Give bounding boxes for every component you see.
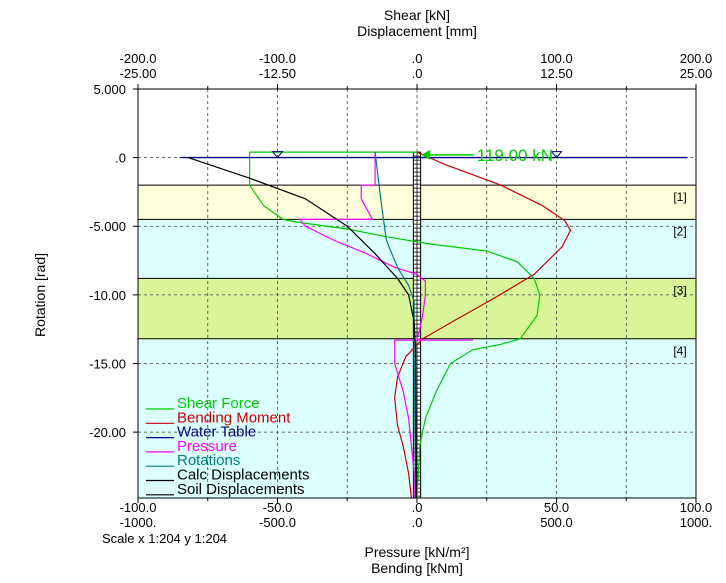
series-line-rotations <box>374 152 417 499</box>
soil-layer-label: [2] <box>673 224 686 238</box>
top-tick-label-displacement: .0 <box>412 66 423 81</box>
soil-layer-label: [1] <box>673 190 686 204</box>
y-tick-label: -10.00 <box>89 288 126 303</box>
top-tick-label-shear: .0 <box>412 51 423 66</box>
legend-entry-label: Soil Displacements <box>177 481 305 498</box>
y-tick-label: .0 <box>115 151 126 166</box>
shear-annotation: 119.00 kN <box>477 146 553 165</box>
top-tick-label-shear: 100.0 <box>540 51 573 66</box>
y-tick-label: -15.00 <box>89 356 126 371</box>
axis-ticks: -200.0-25.00-100.0-1000.-100.0-12.50-50.… <box>89 51 712 530</box>
top-tick-label-displacement: -12.50 <box>259 66 296 81</box>
legend-entry-label: Bending Moment <box>177 409 291 426</box>
annotation-arrow-head <box>421 149 431 160</box>
y-axis-title: Rotation [rad] <box>32 253 48 337</box>
top-tick-label-displacement: 12.50 <box>540 66 573 81</box>
series-line-calc-displacements <box>188 157 417 499</box>
series-lines <box>179 149 688 499</box>
water-table-marker-2 <box>550 151 563 159</box>
bottom-tick-label-bending: 1000. <box>680 515 713 530</box>
legend-entry-label: Water Table <box>177 424 256 441</box>
bottom-axis-title-1: Pressure [kN/m²] <box>364 544 469 560</box>
y-tick-label: 5.000 <box>93 82 126 97</box>
soil-layer-label: [3] <box>673 283 686 297</box>
legend-entry-label: Rotations <box>177 452 240 469</box>
y-tick-label: -5.000 <box>89 219 126 234</box>
bottom-tick-label-pressure: 100.0 <box>680 500 713 515</box>
legend-entry-label: Pressure <box>177 438 237 455</box>
top-tick-label-shear: -100.0 <box>259 51 296 66</box>
bottom-tick-label-bending: -1000. <box>120 515 157 530</box>
scale-text: Scale x 1:204 y 1:204 <box>102 531 227 546</box>
bottom-tick-label-pressure: -50.0 <box>263 500 293 515</box>
bottom-tick-label-pressure: -100.0 <box>120 500 157 515</box>
bottom-tick-label-bending: .0 <box>412 515 423 530</box>
soil-layer-label: [4] <box>673 344 686 358</box>
y-tick-label: -20.00 <box>89 425 126 440</box>
top-tick-label-displacement: 25.00 <box>680 66 713 81</box>
top-tick-label-displacement: -25.00 <box>120 66 157 81</box>
water-table-marker-1 <box>271 151 284 159</box>
legend-entry-label: Calc Displacements <box>177 467 310 484</box>
top-tick-label-shear: -200.0 <box>120 51 157 66</box>
bottom-axis-title-2: Bending [kNm] <box>371 560 463 576</box>
bottom-tick-label-bending: 500.0 <box>540 515 573 530</box>
bottom-tick-label-bending: -500.0 <box>259 515 296 530</box>
top-tick-label-shear: 200.0 <box>680 51 713 66</box>
axis-labels: Shear [kN] Displacement [mm] Pressure [k… <box>32 7 477 576</box>
top-axis-title-1: Shear [kN] <box>384 7 450 23</box>
bottom-tick-label-pressure: .0 <box>412 500 423 515</box>
top-axis-title-2: Displacement [mm] <box>357 23 477 39</box>
series-line-pressure <box>298 152 473 498</box>
bottom-tick-label-pressure: 50.0 <box>544 500 569 515</box>
series-line-shear-force <box>249 151 541 499</box>
soil-layer-labels: [1] [2] [3] [4] <box>673 190 686 358</box>
series-line-bending-moment <box>394 151 572 499</box>
legend-entry-label: Shear Force <box>177 395 260 412</box>
